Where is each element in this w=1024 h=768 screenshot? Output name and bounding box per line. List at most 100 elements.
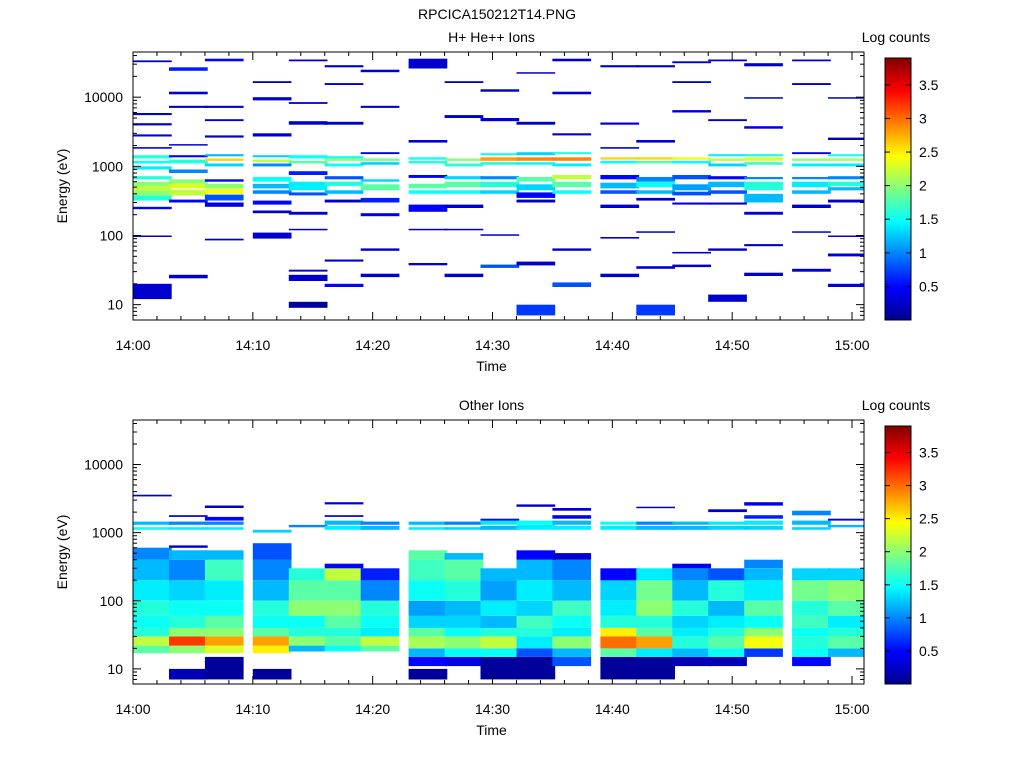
heatmap-cell bbox=[252, 636, 292, 646]
heatmap-cell bbox=[792, 636, 831, 649]
heatmap-cell bbox=[408, 160, 448, 164]
heatmap-cell bbox=[252, 615, 292, 628]
heatmap-cell bbox=[672, 521, 711, 525]
heatmap-cell bbox=[744, 636, 783, 649]
heatmap-cell bbox=[672, 568, 711, 581]
heatmap-cell bbox=[516, 121, 556, 125]
heatmap-cell bbox=[133, 645, 172, 654]
heatmap-cell bbox=[324, 176, 364, 180]
plot-frame bbox=[132, 51, 865, 321]
heatmap-cell bbox=[204, 656, 244, 680]
heatmap-cell bbox=[288, 580, 328, 601]
heatmap-cell bbox=[204, 238, 244, 241]
heatmap-cell bbox=[204, 516, 244, 521]
x-tick-label: 14:10 bbox=[235, 337, 270, 353]
colorbar: 0.5 1 1.5 2 2.5 3 3.5 Log counts bbox=[862, 29, 939, 321]
colorbar-tick-label: 3.5 bbox=[919, 77, 939, 93]
panel-other-ions: 10 100 1000 10000 14:00 14:10 14:20 14:30 14:40 1… bbox=[54, 397, 939, 738]
heatmap-cell bbox=[636, 600, 675, 616]
heatmap-cell bbox=[408, 668, 448, 680]
heatmap-cell bbox=[744, 154, 783, 157]
heatmap-cell bbox=[444, 615, 484, 628]
heatmap-cell bbox=[828, 524, 865, 528]
heatmap-cell bbox=[828, 600, 865, 616]
heatmap-cell bbox=[480, 181, 520, 188]
heatmap-cell bbox=[516, 261, 556, 266]
heatmap-cell bbox=[204, 163, 244, 167]
heatmap-cell bbox=[360, 273, 400, 278]
heatmap-cell bbox=[288, 600, 328, 616]
heatmap-cell bbox=[744, 63, 783, 67]
heatmap-cell bbox=[744, 126, 783, 129]
heatmap-cell bbox=[828, 97, 865, 99]
heatmap-cell bbox=[444, 553, 484, 560]
heatmap-cell bbox=[252, 600, 292, 616]
heatmap-cell bbox=[204, 636, 244, 646]
heatmap-cell bbox=[480, 526, 520, 530]
heatmap-cell bbox=[672, 526, 711, 530]
heatmap-cell bbox=[636, 190, 675, 194]
heatmap-cell bbox=[828, 518, 865, 521]
heatmap-cell bbox=[552, 636, 592, 649]
heatmap-cell bbox=[636, 627, 675, 637]
heatmap-cell bbox=[169, 179, 208, 184]
colorbar-tick-label: 1 bbox=[919, 245, 927, 261]
heatmap-cell bbox=[480, 190, 520, 194]
heatmap-cell bbox=[288, 102, 328, 104]
heatmap-cell bbox=[288, 181, 328, 191]
colorbar-tick-label: 1.5 bbox=[919, 211, 939, 227]
panel-h-he-ions: 10 100 1000 10000 14:00 14:10 14:20 14:30 14:40 1… bbox=[54, 29, 939, 374]
heatmap-cell bbox=[792, 648, 831, 657]
heatmap-cell bbox=[133, 195, 172, 201]
heatmap-cell bbox=[133, 176, 172, 180]
heatmap-cell bbox=[600, 147, 640, 149]
heatmap-cell bbox=[744, 580, 783, 601]
heatmap-cell bbox=[480, 234, 520, 236]
heatmap-cell bbox=[133, 186, 172, 191]
heatmap-cell bbox=[204, 119, 244, 122]
heatmap-cell bbox=[408, 183, 448, 189]
heatmap-cell bbox=[408, 627, 448, 637]
heatmap-cell bbox=[828, 154, 865, 157]
heatmap-cell bbox=[252, 163, 292, 167]
x-tick-label: 14:00 bbox=[115, 701, 150, 717]
heatmap-cell bbox=[169, 627, 208, 637]
heatmap-cell bbox=[288, 192, 328, 196]
heatmap-cell bbox=[169, 183, 208, 189]
heatmap-cell bbox=[708, 521, 747, 525]
heatmap-cell bbox=[636, 157, 675, 160]
heatmap-cell bbox=[204, 527, 244, 530]
heatmap-cell bbox=[360, 526, 400, 530]
heatmap-cell bbox=[672, 563, 711, 569]
heatmap-cell bbox=[672, 61, 711, 64]
heatmap-cell bbox=[672, 656, 711, 667]
heatmap-cell bbox=[552, 181, 592, 188]
heatmap-cell bbox=[252, 97, 292, 101]
heatmap-cell bbox=[672, 157, 711, 160]
heatmap-cell bbox=[480, 600, 520, 616]
colorbar: 0.5 1 1.5 2 2.5 3 3.5 Log counts bbox=[862, 397, 939, 685]
heatmap-cell bbox=[480, 580, 520, 601]
heatmap-cell bbox=[600, 636, 640, 649]
heatmap-cell bbox=[600, 526, 640, 530]
heatmap-cell bbox=[600, 204, 640, 208]
heatmap-cell bbox=[792, 520, 831, 525]
colorbar-tick-label: 0.5 bbox=[919, 643, 939, 659]
heatmap-cell bbox=[252, 559, 292, 581]
heatmap-cell bbox=[828, 568, 865, 581]
heatmap-cell bbox=[169, 645, 208, 654]
heatmap-cell bbox=[324, 526, 364, 530]
heatmap-cell bbox=[636, 506, 675, 509]
heatmap-cell bbox=[444, 163, 484, 167]
heatmap-cell bbox=[480, 89, 520, 92]
heatmap-cell bbox=[672, 191, 711, 196]
heatmap-cell bbox=[708, 163, 747, 167]
heatmap-cell bbox=[204, 135, 244, 138]
heatmap-cell bbox=[708, 59, 747, 62]
heatmap-cell bbox=[252, 81, 292, 83]
heatmap-cell bbox=[252, 580, 292, 601]
heatmap-cell bbox=[744, 526, 783, 530]
heatmap-cell bbox=[133, 147, 172, 149]
y-tick-label: 10 bbox=[107, 661, 123, 677]
heatmap-cell bbox=[204, 550, 244, 560]
